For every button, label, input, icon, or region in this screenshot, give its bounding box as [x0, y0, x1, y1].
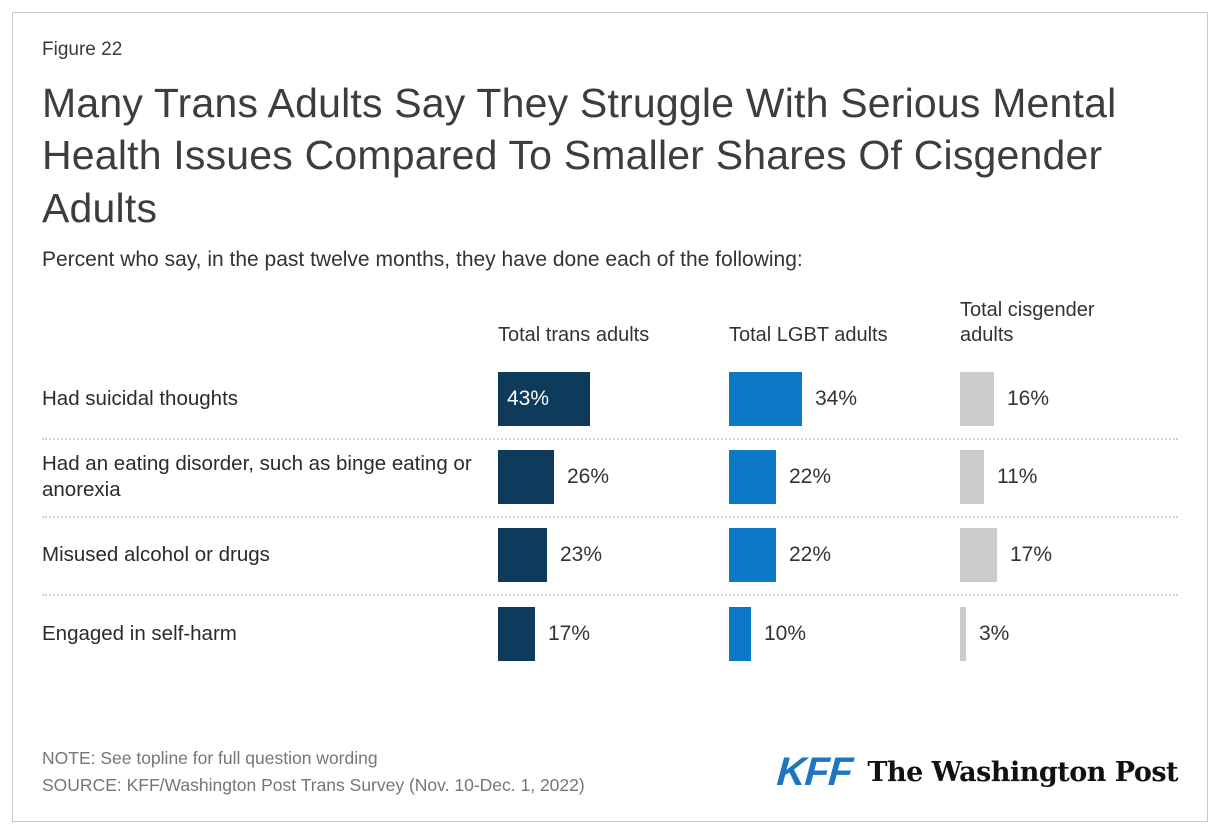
bar-cisgender — [960, 606, 966, 661]
bar-value-label: 22% — [789, 465, 832, 489]
kff-logo: KFF — [775, 750, 853, 794]
bar-value-label: 26% — [567, 465, 610, 489]
bar-lgbt — [729, 528, 776, 583]
bar-cell-cisgender: 16% — [960, 372, 1178, 427]
figure-number: Figure 22 — [42, 39, 123, 60]
bar-lgbt — [729, 450, 776, 505]
chart-rows: Had suicidal thoughts 43% 34% 16% Had an eat… — [42, 362, 1178, 673]
chart-row: Had an eating disorder, such as binge ea… — [42, 440, 1178, 519]
bar-lgbt — [729, 606, 751, 661]
column-header-trans: Total trans adults — [498, 324, 650, 347]
washington-post-logo: The Washington Post — [867, 757, 1178, 788]
bar-value-label: 3% — [979, 621, 1010, 645]
bar-lgbt — [729, 372, 802, 427]
bar-cell-cisgender: 17% — [960, 528, 1178, 583]
bar-chart: Total trans adults Total LGBT adults Tot… — [42, 298, 1178, 673]
row-label: Engaged in self-harm — [42, 621, 237, 645]
bar-cisgender — [960, 528, 997, 583]
bar-cell-trans: 17% — [498, 606, 729, 661]
bar-cell-cisgender: 3% — [960, 606, 1178, 661]
bar-value-label: 11% — [997, 465, 1038, 489]
chart-subtitle: Percent who say, in the past twelve mont… — [42, 248, 803, 272]
chart-row: Had suicidal thoughts 43% 34% 16% — [42, 362, 1178, 441]
column-header-lgbt: Total LGBT adults — [729, 324, 888, 347]
bar-trans — [498, 606, 535, 661]
footnotes: NOTE: See topline for full question word… — [42, 745, 585, 799]
logos: KFF The Washington Post — [775, 750, 1178, 799]
source-text: SOURCE: KFF/Washington Post Trans Survey… — [42, 774, 585, 795]
figure-footer: NOTE: See topline for full question word… — [42, 745, 1178, 799]
bar-value-label: 17% — [548, 621, 591, 645]
bar-cell-trans: 26% — [498, 450, 729, 505]
chart-row: Engaged in self-harm 17% 10% 3% — [42, 596, 1178, 673]
bar-value-label: 43% — [507, 387, 550, 411]
bar-cisgender — [960, 450, 984, 505]
row-label: Had an eating disorder, such as binge ea… — [42, 451, 472, 502]
bar-cisgender — [960, 372, 994, 427]
chart-column-headers: Total trans adults Total LGBT adults Tot… — [42, 298, 1178, 358]
note-text: NOTE: See topline for full question word… — [42, 747, 378, 768]
bar-cell-trans: 43% — [498, 372, 729, 427]
bar-trans — [498, 528, 547, 583]
bar-cell-cisgender: 11% — [960, 450, 1178, 505]
bar-value-label: 10% — [764, 621, 807, 645]
bar-value-label: 22% — [789, 543, 832, 567]
bar-cell-trans: 23% — [498, 528, 729, 583]
bar-value-label: 34% — [815, 387, 858, 411]
column-header-cisgender: Total cisgender adults — [960, 299, 1095, 347]
bar-value-label: 16% — [1007, 387, 1050, 411]
bar-value-label: 17% — [1010, 543, 1053, 567]
chart-title: Many Trans Adults Say They Struggle With… — [42, 80, 1117, 231]
row-label: Misused alcohol or drugs — [42, 543, 270, 567]
bar-value-label: 23% — [560, 543, 603, 567]
bar-cell-lgbt: 22% — [729, 450, 960, 505]
bar-trans: 43% — [498, 372, 590, 427]
bar-cell-lgbt: 22% — [729, 528, 960, 583]
figure-card: Figure 22 Many Trans Adults Say They Str… — [12, 12, 1208, 822]
row-label: Had suicidal thoughts — [42, 387, 239, 411]
bar-trans — [498, 450, 554, 505]
chart-row: Misused alcohol or drugs 23% 22% 17% — [42, 518, 1178, 597]
bar-cell-lgbt: 10% — [729, 606, 960, 661]
bar-cell-lgbt: 34% — [729, 372, 960, 427]
